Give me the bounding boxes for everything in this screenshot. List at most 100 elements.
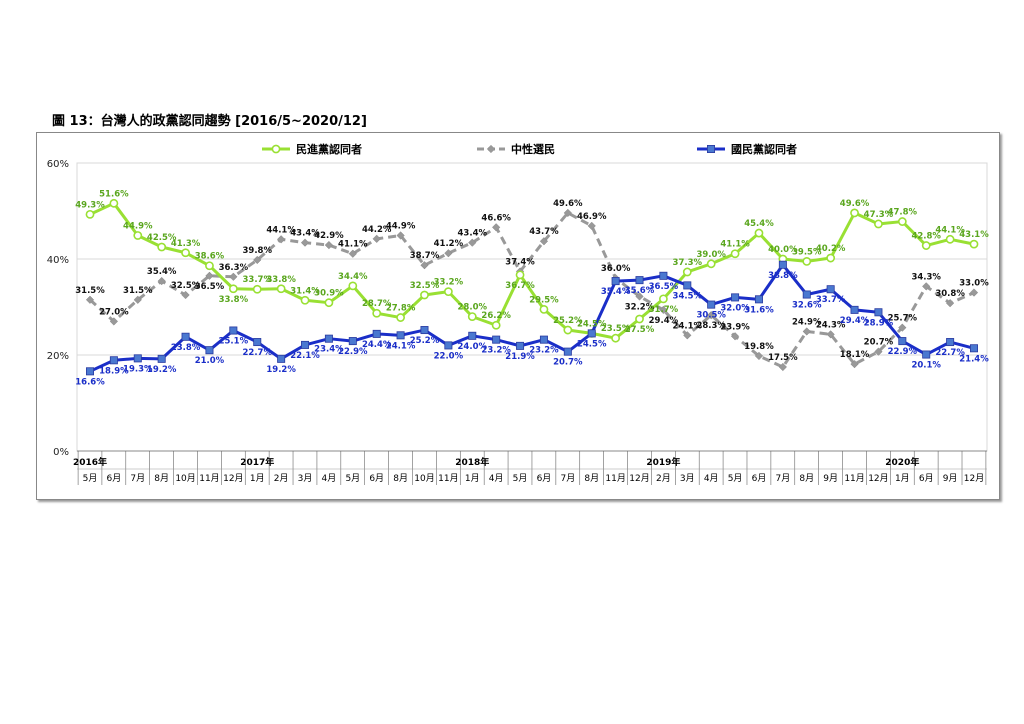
y-tick-label: 40% bbox=[47, 255, 69, 266]
data-point bbox=[730, 332, 740, 341]
data-point bbox=[420, 326, 429, 335]
data-label: 41.1% bbox=[720, 240, 750, 250]
x-year-label: 2016年 bbox=[73, 456, 107, 468]
data-label: 20.1% bbox=[911, 361, 941, 371]
x-tick-label: 7月 bbox=[130, 473, 145, 484]
data-point bbox=[969, 288, 979, 297]
x-tick-label: 6月 bbox=[369, 473, 384, 484]
x-tick-label: 5月 bbox=[728, 473, 743, 484]
data-label: 34.4% bbox=[338, 272, 368, 282]
x-tick-label: 4月 bbox=[704, 473, 719, 484]
legend-marker bbox=[271, 144, 281, 154]
data-point bbox=[229, 272, 238, 281]
data-point bbox=[659, 271, 668, 280]
data-point bbox=[754, 295, 763, 304]
data-label: 28.3% bbox=[696, 321, 726, 331]
data-point bbox=[229, 326, 238, 335]
data-label: 24.1% bbox=[386, 341, 416, 351]
data-label: 19.8% bbox=[744, 342, 774, 352]
data-point bbox=[826, 285, 835, 294]
data-label: 32.0% bbox=[720, 303, 750, 313]
x-year-label: 2018年 bbox=[455, 456, 489, 468]
data-label: 46.6% bbox=[481, 213, 511, 223]
data-label: 47.3% bbox=[864, 210, 894, 220]
y-tick-label: 0% bbox=[53, 447, 69, 458]
x-tick-label: 12月 bbox=[223, 473, 243, 484]
data-label: 24.9% bbox=[792, 317, 822, 327]
data-point bbox=[133, 354, 142, 363]
data-label: 22.7% bbox=[935, 348, 965, 358]
data-label: 24.3% bbox=[816, 320, 846, 330]
x-tick-label: 12月 bbox=[868, 473, 888, 484]
x-tick-label: 2月 bbox=[656, 473, 671, 484]
data-point bbox=[754, 351, 764, 361]
data-label: 26.2% bbox=[481, 311, 511, 321]
data-point bbox=[372, 329, 381, 338]
data-point bbox=[492, 335, 501, 344]
data-label: 41.2% bbox=[434, 239, 464, 249]
data-label: 39.5% bbox=[792, 247, 822, 257]
data-point bbox=[945, 234, 955, 244]
data-point bbox=[898, 323, 907, 332]
data-point bbox=[109, 356, 118, 365]
data-label: 36.0% bbox=[601, 264, 631, 274]
data-label: 27.8% bbox=[386, 304, 416, 314]
data-label: 43.4% bbox=[290, 229, 320, 239]
data-point bbox=[181, 290, 190, 300]
data-point bbox=[85, 295, 95, 304]
y-tick-label: 60% bbox=[47, 159, 69, 170]
legend-label: 民進黨認同者 bbox=[296, 142, 362, 156]
data-label: 33.2% bbox=[434, 278, 464, 288]
legend-marker bbox=[707, 144, 716, 153]
data-point bbox=[683, 331, 692, 340]
data-label: 38.7% bbox=[410, 251, 440, 261]
data-point bbox=[587, 329, 596, 338]
data-label: 18.9% bbox=[99, 366, 129, 376]
data-point bbox=[850, 305, 859, 314]
data-label: 42.8% bbox=[911, 232, 941, 242]
data-point bbox=[922, 350, 931, 359]
data-label: 39.0% bbox=[696, 250, 726, 260]
data-label: 21.9% bbox=[505, 352, 535, 362]
x-tick-label: 5月 bbox=[345, 473, 360, 484]
data-label: 29.4% bbox=[840, 316, 870, 326]
data-point bbox=[133, 231, 143, 240]
data-label: 19.2% bbox=[266, 365, 296, 375]
data-point bbox=[539, 304, 549, 314]
data-point bbox=[754, 228, 764, 238]
data-label: 23.4% bbox=[314, 345, 344, 355]
data-label: 28.7% bbox=[362, 299, 392, 309]
data-label: 21.4% bbox=[959, 354, 989, 364]
x-tick-label: 8月 bbox=[799, 473, 814, 484]
data-label: 32.2% bbox=[625, 302, 655, 312]
data-point bbox=[563, 325, 573, 335]
data-label: 47.8% bbox=[888, 208, 918, 218]
data-point bbox=[253, 255, 262, 265]
data-point bbox=[491, 320, 501, 330]
x-tick-label: 10月 bbox=[175, 473, 195, 484]
data-point bbox=[396, 313, 405, 322]
data-label: 49.6% bbox=[840, 199, 870, 209]
data-label: 29.4% bbox=[649, 316, 679, 326]
data-label: 19.2% bbox=[147, 365, 177, 375]
data-label: 19.3% bbox=[123, 364, 153, 374]
x-tick-label: 8月 bbox=[393, 473, 408, 484]
data-label: 24.1% bbox=[673, 321, 703, 331]
data-label: 32.6% bbox=[792, 301, 822, 311]
x-tick-label: 11月 bbox=[438, 473, 458, 484]
data-label: 23.9% bbox=[720, 322, 750, 332]
data-point bbox=[300, 295, 310, 305]
data-point bbox=[348, 337, 357, 346]
data-point bbox=[109, 317, 119, 326]
data-point bbox=[706, 259, 716, 269]
data-label: 31.5% bbox=[123, 286, 153, 296]
data-point bbox=[898, 337, 907, 346]
data-label: 36.5% bbox=[649, 282, 679, 292]
data-point bbox=[874, 347, 883, 356]
data-point bbox=[467, 312, 477, 321]
data-label: 28.0% bbox=[458, 303, 488, 313]
data-point bbox=[707, 311, 716, 320]
data-label: 24.5% bbox=[577, 339, 607, 349]
data-label: 43.1% bbox=[959, 230, 989, 240]
data-point bbox=[420, 290, 429, 300]
